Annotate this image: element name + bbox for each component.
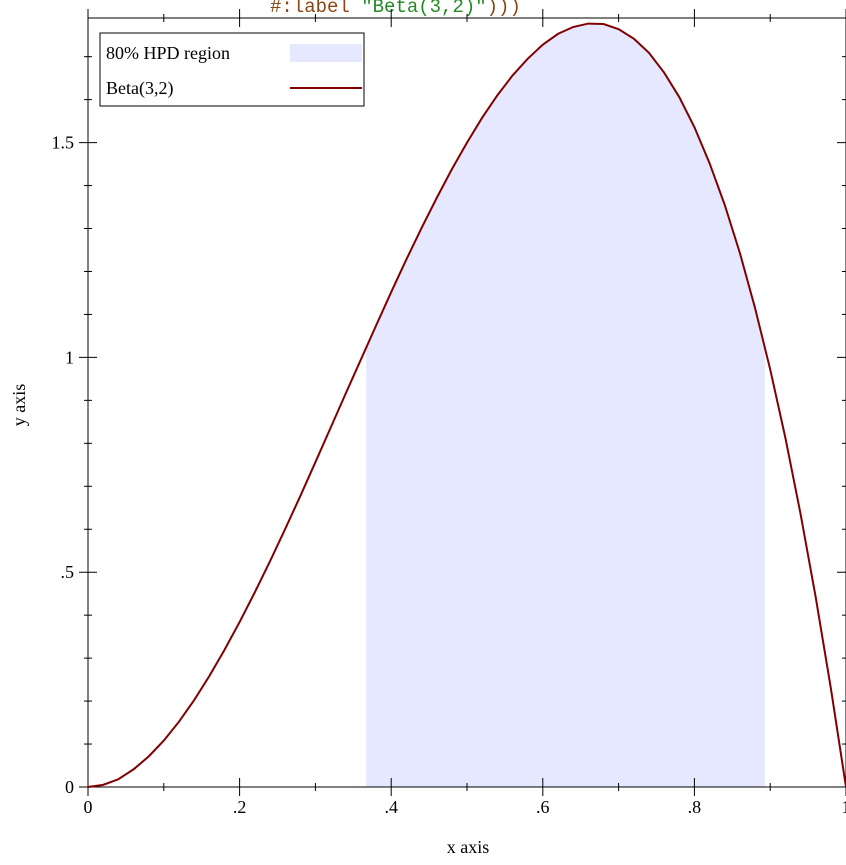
x-axis-label: x axis xyxy=(447,837,490,857)
y-tick-label: 0 xyxy=(65,777,74,797)
x-tick-label: .6 xyxy=(536,797,550,817)
y-tick-label: 1.5 xyxy=(52,133,75,153)
legend-label: 80% HPD region xyxy=(106,43,230,63)
code-closing: ))) xyxy=(487,0,521,18)
x-tick-label: .4 xyxy=(384,797,398,817)
x-tick-label: 1 xyxy=(842,797,846,817)
x-tick-label: .8 xyxy=(688,797,702,817)
y-tick-label: .5 xyxy=(61,562,75,582)
code-fragment: #:label "Beta(3,2)"))) xyxy=(270,0,521,18)
y-tick-label: 1 xyxy=(65,347,74,367)
hpd-region xyxy=(88,24,846,787)
legend-swatch xyxy=(290,44,362,62)
x-tick-label: 0 xyxy=(84,797,93,817)
code-string: "Beta(3,2)" xyxy=(361,0,486,18)
code-keyword: #:label xyxy=(270,0,350,18)
y-axis-label: y axis xyxy=(9,384,29,427)
x-tick-label: .2 xyxy=(233,797,247,817)
legend-label: Beta(3,2) xyxy=(106,78,173,99)
